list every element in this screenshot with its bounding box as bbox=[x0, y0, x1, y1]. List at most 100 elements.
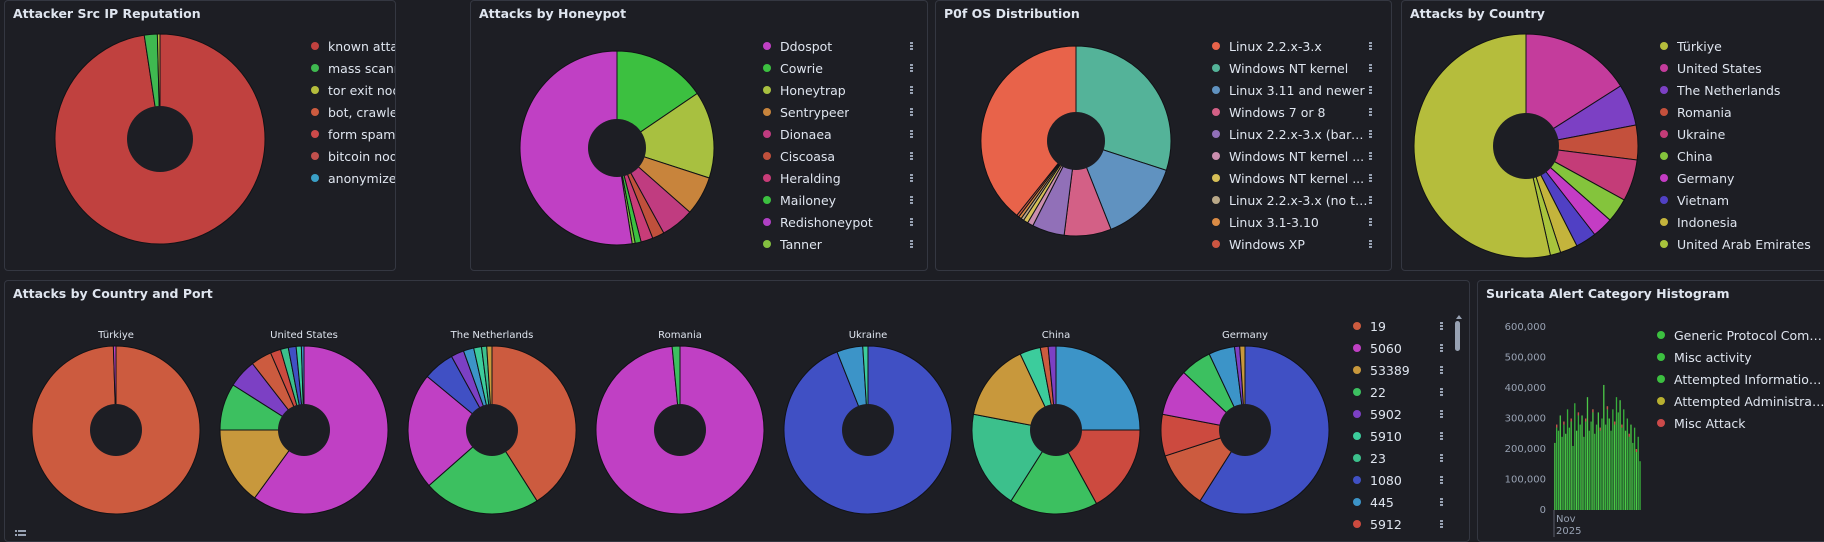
histogram-bar[interactable] bbox=[1626, 418, 1629, 511]
histogram-bar[interactable] bbox=[1595, 424, 1598, 510]
histogram-bar[interactable] bbox=[1621, 424, 1623, 510]
histogram-bar[interactable] bbox=[1623, 409, 1625, 510]
legend-item[interactable]: Linux 2.2.x-3.x bbox=[1212, 37, 1322, 55]
pie-slice-22[interactable] bbox=[428, 429, 538, 515]
pie-slice-t-rkiye[interactable] bbox=[1413, 33, 1552, 259]
legend-item[interactable]: Windows NT kernel ... bbox=[1212, 147, 1364, 165]
kebab-menu-icon[interactable] bbox=[910, 239, 914, 249]
kebab-menu-icon[interactable] bbox=[1440, 365, 1444, 375]
legend-item[interactable]: Generic Protocol Comm... bbox=[1657, 326, 1824, 344]
kebab-menu-icon[interactable] bbox=[1440, 431, 1444, 441]
legend-item[interactable]: 1080 bbox=[1353, 471, 1402, 489]
kebab-menu-icon[interactable] bbox=[1369, 129, 1373, 139]
pie-slice-22[interactable] bbox=[1010, 429, 1098, 515]
pie-slice-1080[interactable] bbox=[783, 345, 953, 515]
pie-slice-53389[interactable] bbox=[219, 429, 305, 499]
pie-slice-ddospot[interactable] bbox=[519, 50, 633, 246]
legend-item[interactable]: Germany bbox=[1660, 169, 1734, 187]
kebab-menu-icon[interactable] bbox=[910, 217, 914, 227]
legend-item[interactable]: Linux 3.11 and newer bbox=[1212, 81, 1365, 99]
histogram-bar[interactable] bbox=[1566, 409, 1569, 510]
kebab-menu-icon[interactable] bbox=[1369, 63, 1373, 73]
legend-item[interactable]: Ddospot bbox=[763, 37, 832, 55]
legend-item[interactable]: Ukraine bbox=[1660, 125, 1725, 143]
legend-item[interactable]: mass scanner bbox=[311, 59, 395, 77]
legend-scrollbar[interactable] bbox=[1454, 315, 1462, 541]
histogram-bar[interactable] bbox=[1559, 415, 1561, 510]
legend-item[interactable]: 53389 bbox=[1353, 361, 1410, 379]
histogram-bar[interactable] bbox=[1599, 427, 1601, 510]
legend-item[interactable]: Tanner bbox=[763, 235, 822, 253]
legend-item[interactable]: 23 bbox=[1353, 449, 1386, 467]
histogram-bar[interactable] bbox=[1585, 418, 1587, 511]
histogram-bar[interactable] bbox=[1588, 430, 1590, 510]
histogram-bar[interactable] bbox=[1633, 427, 1636, 510]
legend-item[interactable]: Windows 7 or 8 bbox=[1212, 103, 1325, 121]
kebab-menu-icon[interactable] bbox=[910, 195, 914, 205]
kebab-menu-icon[interactable] bbox=[1440, 321, 1444, 331]
kebab-menu-icon[interactable] bbox=[1369, 195, 1373, 205]
kebab-menu-icon[interactable] bbox=[910, 173, 914, 183]
legend-item[interactable]: Dionaea bbox=[763, 125, 832, 143]
histogram-bar[interactable] bbox=[1563, 421, 1565, 510]
kebab-menu-icon[interactable] bbox=[1369, 239, 1373, 249]
pie-slice-linux-3-11-and-newer[interactable] bbox=[1075, 140, 1167, 230]
kebab-menu-icon[interactable] bbox=[1440, 409, 1444, 419]
legend-item[interactable]: Windows XP bbox=[1212, 235, 1305, 253]
legend-item[interactable]: Misc Attack bbox=[1657, 414, 1746, 432]
histogram-bar[interactable] bbox=[1635, 449, 1638, 510]
legend-item[interactable]: Mailoney bbox=[763, 191, 836, 209]
kebab-menu-icon[interactable] bbox=[910, 63, 914, 73]
histogram-bar[interactable] bbox=[1637, 436, 1639, 510]
histogram-bar[interactable] bbox=[1554, 442, 1556, 510]
legend-item[interactable]: Windows NT kernel ... bbox=[1212, 169, 1364, 187]
pie-slice-5912[interactable] bbox=[1055, 429, 1141, 505]
histogram-bar[interactable] bbox=[1619, 400, 1621, 510]
kebab-menu-icon[interactable] bbox=[1440, 519, 1444, 529]
legend-item[interactable]: Honeytrap bbox=[763, 81, 846, 99]
histogram-bar[interactable] bbox=[1570, 418, 1572, 511]
legend-item[interactable]: Indonesia bbox=[1660, 213, 1737, 231]
legend-item[interactable]: Sentrypeer bbox=[763, 103, 849, 121]
legend-item[interactable]: Heralding bbox=[763, 169, 841, 187]
histogram-bar[interactable] bbox=[1603, 384, 1605, 510]
histogram-bar[interactable] bbox=[1586, 397, 1589, 510]
kebab-menu-icon[interactable] bbox=[1369, 173, 1373, 183]
kebab-menu-icon[interactable] bbox=[1440, 343, 1444, 353]
legend-item[interactable]: United States bbox=[1660, 59, 1762, 77]
list-icon[interactable] bbox=[15, 528, 26, 539]
legend-item[interactable]: 5910 bbox=[1353, 427, 1402, 445]
histogram-bar[interactable] bbox=[1608, 418, 1610, 511]
histogram-bar[interactable] bbox=[1581, 415, 1583, 510]
pie-slice-445[interactable] bbox=[1055, 345, 1141, 431]
legend-item[interactable]: 5060 bbox=[1353, 339, 1402, 357]
legend-item[interactable]: Ciscoasa bbox=[763, 147, 835, 165]
pie-slice-united-states[interactable] bbox=[1525, 33, 1622, 147]
kebab-menu-icon[interactable] bbox=[1440, 387, 1444, 397]
kebab-menu-icon[interactable] bbox=[910, 85, 914, 95]
legend-item[interactable]: Linux 2.2.x-3.x (bare... bbox=[1212, 125, 1369, 143]
histogram-bar[interactable] bbox=[1617, 412, 1619, 510]
pie-slice-honeytrap[interactable] bbox=[615, 92, 715, 179]
legend-item[interactable]: 22 bbox=[1353, 383, 1386, 401]
histogram-bar[interactable] bbox=[1604, 424, 1607, 510]
histogram-bar[interactable] bbox=[1612, 409, 1614, 510]
legend-item[interactable]: Misc activity bbox=[1657, 348, 1752, 366]
histogram-bar[interactable] bbox=[1632, 442, 1634, 510]
kebab-menu-icon[interactable] bbox=[1369, 217, 1373, 227]
legend-item[interactable]: Attempted Administrato... bbox=[1657, 392, 1824, 410]
legend-item[interactable]: Attempted Information L... bbox=[1657, 370, 1824, 388]
histogram-bar[interactable] bbox=[1568, 427, 1571, 510]
histogram-bar[interactable] bbox=[1610, 430, 1612, 510]
kebab-menu-icon[interactable] bbox=[1369, 107, 1373, 117]
histogram-bar[interactable] bbox=[1556, 424, 1558, 510]
histogram-bar[interactable] bbox=[1639, 461, 1641, 510]
histogram-bar[interactable] bbox=[1606, 406, 1609, 510]
kebab-menu-icon[interactable] bbox=[1440, 497, 1444, 507]
histogram-bar[interactable] bbox=[1557, 430, 1560, 510]
histogram-bar[interactable] bbox=[1579, 424, 1581, 510]
legend-item[interactable]: 19 bbox=[1353, 317, 1386, 335]
histogram-bar[interactable] bbox=[1572, 445, 1574, 510]
histogram-bar[interactable] bbox=[1630, 424, 1632, 510]
histogram-bar[interactable] bbox=[1565, 433, 1567, 510]
